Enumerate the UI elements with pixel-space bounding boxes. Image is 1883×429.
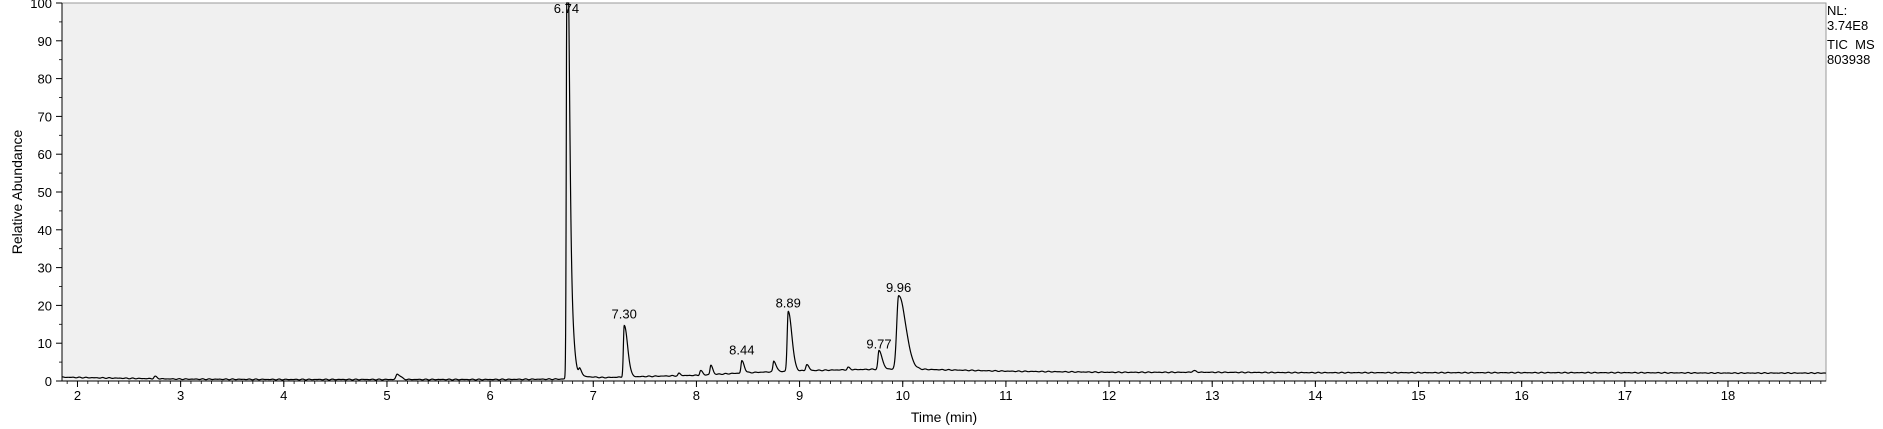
x-tick-label: 12: [1102, 388, 1116, 403]
nl-label: NL:: [1827, 3, 1848, 18]
x-tick-label: 4: [280, 388, 287, 403]
x-tick-label: 14: [1308, 388, 1322, 403]
peak-label: 8.89: [776, 295, 801, 310]
x-axis-label: Time (min): [911, 409, 977, 425]
peak-annotations: 6.74 7.30 8.44 8.89 9.77 9.96: [554, 1, 911, 358]
y-tick-label: 40: [38, 223, 52, 238]
x-tick-label: 9: [796, 388, 803, 403]
x-tick-label: 13: [1205, 388, 1219, 403]
peak-label: 9.96: [886, 280, 911, 295]
x-tick-label: 17: [1618, 388, 1632, 403]
y-tick-label: 30: [38, 261, 52, 276]
tic-trace: [61, 2, 1826, 381]
peak-label: 6.74: [554, 1, 579, 16]
x-tick-label: 11: [999, 388, 1013, 403]
y-tick-label: 50: [38, 185, 52, 200]
plot-area: [61, 2, 1827, 382]
nl-value: 3.74E8: [1827, 18, 1869, 33]
peak-label: 7.30: [612, 306, 637, 321]
x-tick-label: 10: [896, 388, 910, 403]
y-tick-label: 100: [30, 0, 52, 11]
peak-label: 9.77: [866, 336, 891, 351]
y-axis-label: Relative Abundance: [9, 130, 25, 255]
peak-label: 8.44: [729, 343, 754, 358]
y-tick-label: 80: [38, 72, 52, 87]
x-tick-label: 5: [383, 388, 390, 403]
x-tick-label: 6: [486, 388, 493, 403]
x-tick-label: 8: [693, 388, 700, 403]
x-tick-label: 15: [1411, 388, 1425, 403]
x-tick-label: 3: [177, 388, 184, 403]
x-tick-label: 7: [590, 388, 597, 403]
x-tick-label: 16: [1514, 388, 1528, 403]
x-tick-label: 2: [74, 388, 81, 403]
y-tick-label: 0: [45, 374, 52, 389]
sample-id: 803938: [1827, 52, 1871, 67]
trace-type-label: TIC MS: [1827, 37, 1875, 52]
y-tick-label: 20: [38, 298, 52, 313]
y-tick-label: 60: [38, 147, 52, 162]
y-tick-label: 10: [38, 336, 52, 351]
y-tick-label: 90: [38, 34, 52, 49]
y-tick-label: 70: [38, 109, 52, 124]
x-tick-label: 18: [1721, 388, 1735, 403]
